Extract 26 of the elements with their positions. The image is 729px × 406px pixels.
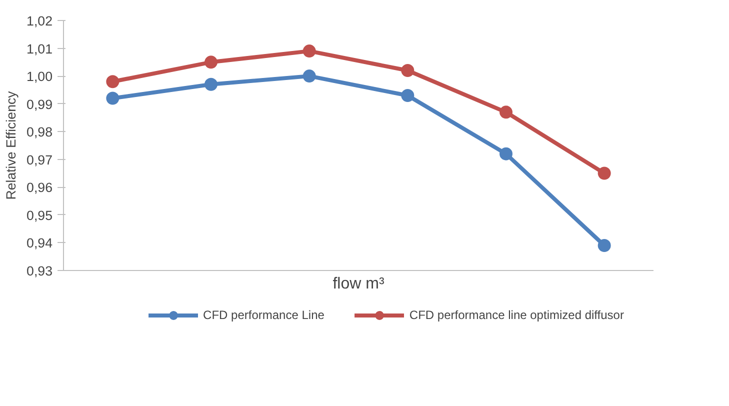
y-tick-label: 0,96: [26, 180, 53, 196]
point: [500, 147, 512, 160]
point: [401, 89, 414, 102]
point: [204, 56, 218, 69]
point: [598, 239, 611, 252]
y-tick-label: 0,95: [26, 208, 53, 223]
y-tick-label: 0,97: [26, 152, 53, 168]
point: [302, 70, 316, 83]
point: [106, 92, 120, 105]
y-tick-label: 0,94: [26, 236, 54, 251]
x-axis-title: flow m³: [332, 276, 385, 292]
y-tick-label: 1,00: [26, 69, 53, 84]
point: [204, 78, 218, 91]
point: [598, 166, 611, 180]
y-tick-label: 0,93: [26, 264, 53, 278]
point: [401, 64, 414, 77]
point: [500, 106, 512, 119]
y-tick-label: 1,01: [26, 41, 53, 56]
legend-label: CFD performance line optimized diffusor: [409, 308, 624, 322]
y-tick-label: 0,98: [26, 124, 53, 140]
y-tick-label: 0,99: [26, 96, 53, 112]
y-axis-title: Relative Efficiency: [4, 90, 19, 200]
point: [302, 44, 316, 58]
y-tick-label: 1,02: [26, 14, 53, 28]
legend-label: CFD performance Line: [203, 308, 324, 322]
point: [106, 75, 120, 88]
